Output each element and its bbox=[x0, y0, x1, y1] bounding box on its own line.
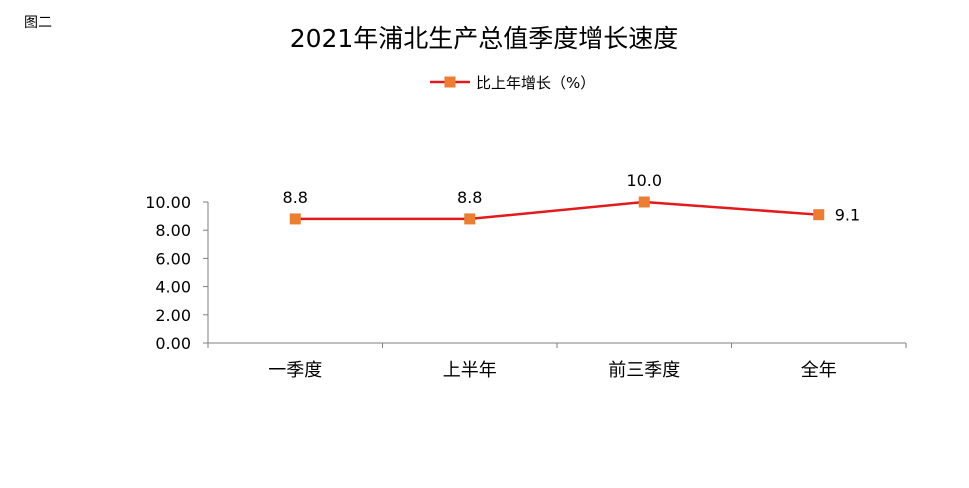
data-point-marker bbox=[813, 209, 825, 221]
legend: 比上年增长（%） bbox=[430, 74, 595, 92]
x-category-label: 一季度 bbox=[268, 360, 322, 381]
y-tick-label: 6.00 bbox=[155, 249, 191, 268]
y-tick-label: 4.00 bbox=[155, 278, 191, 297]
legend-label: 比上年增长（%） bbox=[476, 74, 595, 92]
y-tick-label: 0.00 bbox=[155, 334, 191, 353]
x-category-label: 全年 bbox=[801, 360, 837, 381]
x-category-label: 上半年 bbox=[443, 360, 497, 381]
data-label: 8.8 bbox=[457, 188, 482, 207]
axes: 0.00 2.00 4.00 6.00 8.00 10.00 一季度 上半年 前三季度 全年 bbox=[145, 193, 907, 381]
legend-marker-swatch bbox=[444, 76, 456, 88]
y-tick-label: 2.00 bbox=[155, 306, 191, 325]
y-tick-label: 8.00 bbox=[155, 221, 191, 240]
chart-title: 2021年浦北生产总值季度增长速度 bbox=[290, 24, 679, 53]
data-label: 9.1 bbox=[835, 206, 860, 225]
series-polyline bbox=[295, 200, 819, 221]
x-category-label: 前三季度 bbox=[608, 360, 680, 381]
figure-label: 图二 bbox=[24, 15, 52, 31]
data-label: 10.0 bbox=[626, 171, 662, 190]
data-point-marker bbox=[464, 213, 476, 225]
data-point-marker bbox=[289, 213, 301, 225]
series-line: 8.8 8.8 10.0 9.1 bbox=[283, 171, 861, 225]
y-tick-label: 10.00 bbox=[145, 193, 191, 212]
data-point-marker bbox=[638, 196, 650, 208]
data-label: 8.8 bbox=[283, 188, 308, 207]
